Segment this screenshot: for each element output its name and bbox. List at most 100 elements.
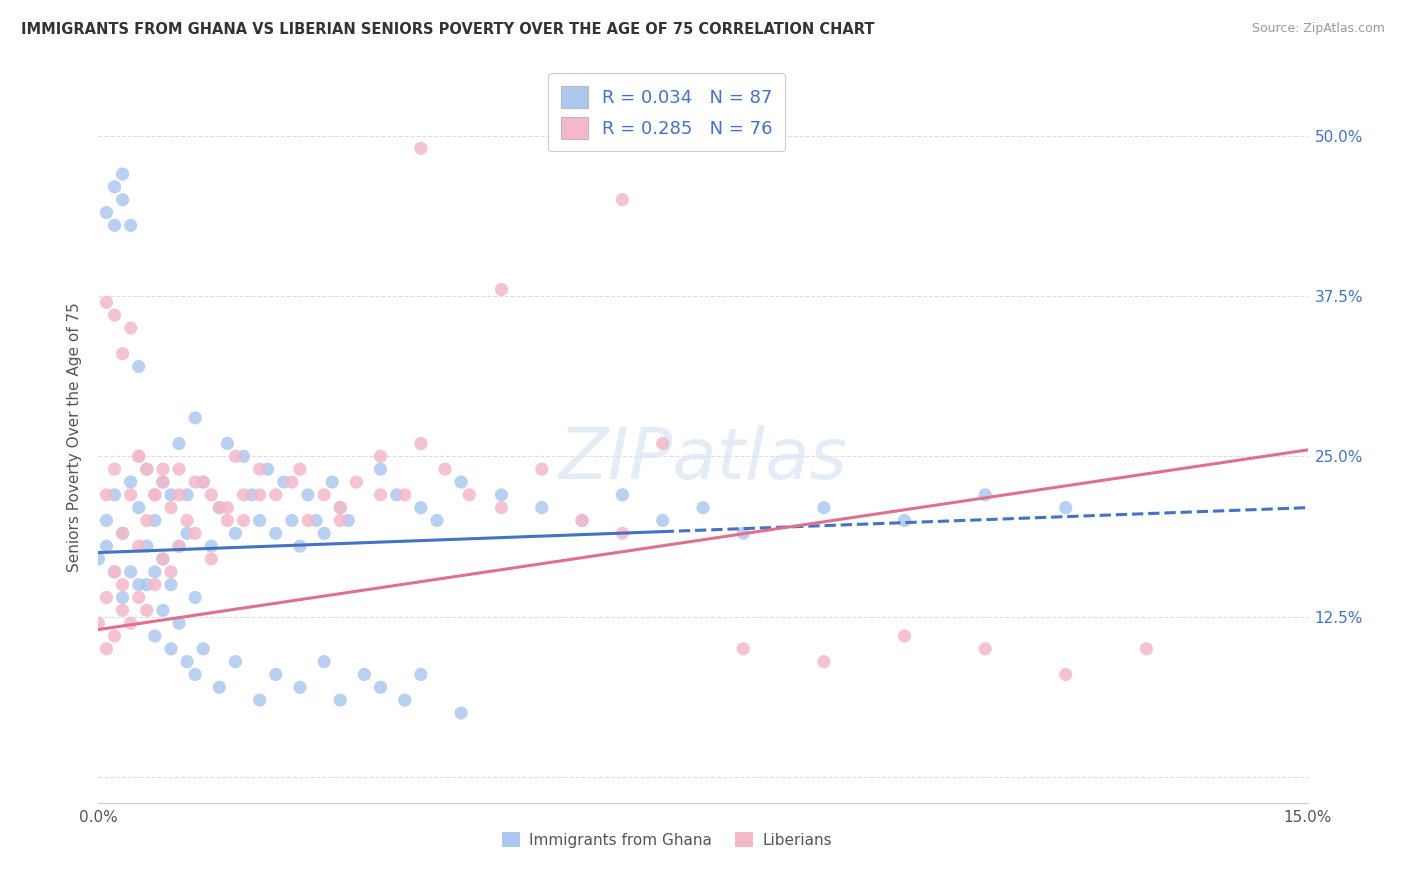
- Text: ZIPatlas: ZIPatlas: [558, 425, 848, 493]
- Point: [128, 359, 150, 374]
- Point: [314, 526, 336, 541]
- Point: [135, 462, 157, 476]
- Point: [1054, 667, 1077, 681]
- Point: [135, 514, 157, 528]
- Point: [103, 462, 125, 476]
- Point: [394, 488, 416, 502]
- Point: [329, 500, 352, 515]
- Point: [409, 141, 432, 155]
- Point: [1135, 641, 1157, 656]
- Point: [167, 488, 190, 502]
- Point: [193, 641, 215, 656]
- Point: [217, 514, 239, 528]
- Point: [297, 514, 319, 528]
- Point: [128, 450, 150, 464]
- Point: [491, 283, 513, 297]
- Point: [152, 462, 174, 476]
- Point: [232, 514, 254, 528]
- Point: [491, 500, 513, 515]
- Point: [160, 500, 183, 515]
- Point: [193, 475, 215, 489]
- Point: [733, 526, 755, 541]
- Point: [409, 500, 432, 515]
- Point: [288, 462, 311, 476]
- Point: [120, 219, 142, 233]
- Point: [288, 539, 311, 553]
- Point: [217, 500, 239, 515]
- Point: [692, 500, 714, 515]
- Point: [167, 436, 190, 450]
- Point: [103, 488, 125, 502]
- Point: [208, 500, 231, 515]
- Text: IMMIGRANTS FROM GHANA VS LIBERIAN SENIORS POVERTY OVER THE AGE OF 75 CORRELATION: IMMIGRANTS FROM GHANA VS LIBERIAN SENIOR…: [21, 22, 875, 37]
- Legend: Immigrants from Ghana, Liberians: Immigrants from Ghana, Liberians: [495, 825, 838, 854]
- Point: [111, 346, 134, 360]
- Point: [143, 565, 166, 579]
- Point: [152, 475, 174, 489]
- Point: [111, 167, 134, 181]
- Point: [273, 475, 295, 489]
- Point: [329, 693, 352, 707]
- Point: [434, 462, 457, 476]
- Point: [176, 526, 198, 541]
- Point: [314, 655, 336, 669]
- Point: [152, 552, 174, 566]
- Point: [450, 475, 472, 489]
- Point: [120, 616, 142, 631]
- Point: [232, 488, 254, 502]
- Point: [224, 655, 246, 669]
- Point: [128, 539, 150, 553]
- Point: [96, 539, 118, 553]
- Point: [370, 450, 392, 464]
- Point: [571, 514, 593, 528]
- Point: [224, 526, 246, 541]
- Point: [96, 488, 118, 502]
- Point: [96, 205, 118, 219]
- Point: [135, 603, 157, 617]
- Y-axis label: Seniors Poverty Over the Age of 75: Seniors Poverty Over the Age of 75: [67, 302, 83, 572]
- Point: [103, 565, 125, 579]
- Point: [329, 500, 352, 515]
- Point: [426, 514, 449, 528]
- Point: [193, 475, 215, 489]
- Point: [249, 514, 271, 528]
- Text: Source: ZipAtlas.com: Source: ZipAtlas.com: [1251, 22, 1385, 36]
- Point: [87, 616, 110, 631]
- Point: [111, 577, 134, 591]
- Point: [160, 577, 183, 591]
- Point: [370, 462, 392, 476]
- Point: [176, 514, 198, 528]
- Point: [200, 539, 222, 553]
- Point: [370, 488, 392, 502]
- Point: [733, 641, 755, 656]
- Point: [344, 475, 367, 489]
- Point: [184, 667, 207, 681]
- Point: [305, 514, 328, 528]
- Point: [184, 410, 207, 425]
- Point: [152, 603, 174, 617]
- Point: [143, 488, 166, 502]
- Point: [314, 488, 336, 502]
- Point: [651, 514, 673, 528]
- Point: [321, 475, 343, 489]
- Point: [103, 629, 125, 643]
- Point: [409, 436, 432, 450]
- Point: [152, 475, 174, 489]
- Point: [143, 488, 166, 502]
- Point: [120, 475, 142, 489]
- Point: [409, 667, 432, 681]
- Point: [200, 488, 222, 502]
- Point: [111, 591, 134, 605]
- Point: [337, 514, 360, 528]
- Point: [143, 514, 166, 528]
- Point: [240, 488, 263, 502]
- Point: [128, 450, 150, 464]
- Point: [167, 462, 190, 476]
- Point: [612, 193, 634, 207]
- Point: [224, 450, 246, 464]
- Point: [184, 475, 207, 489]
- Point: [87, 552, 110, 566]
- Point: [176, 488, 198, 502]
- Point: [281, 514, 304, 528]
- Point: [103, 219, 125, 233]
